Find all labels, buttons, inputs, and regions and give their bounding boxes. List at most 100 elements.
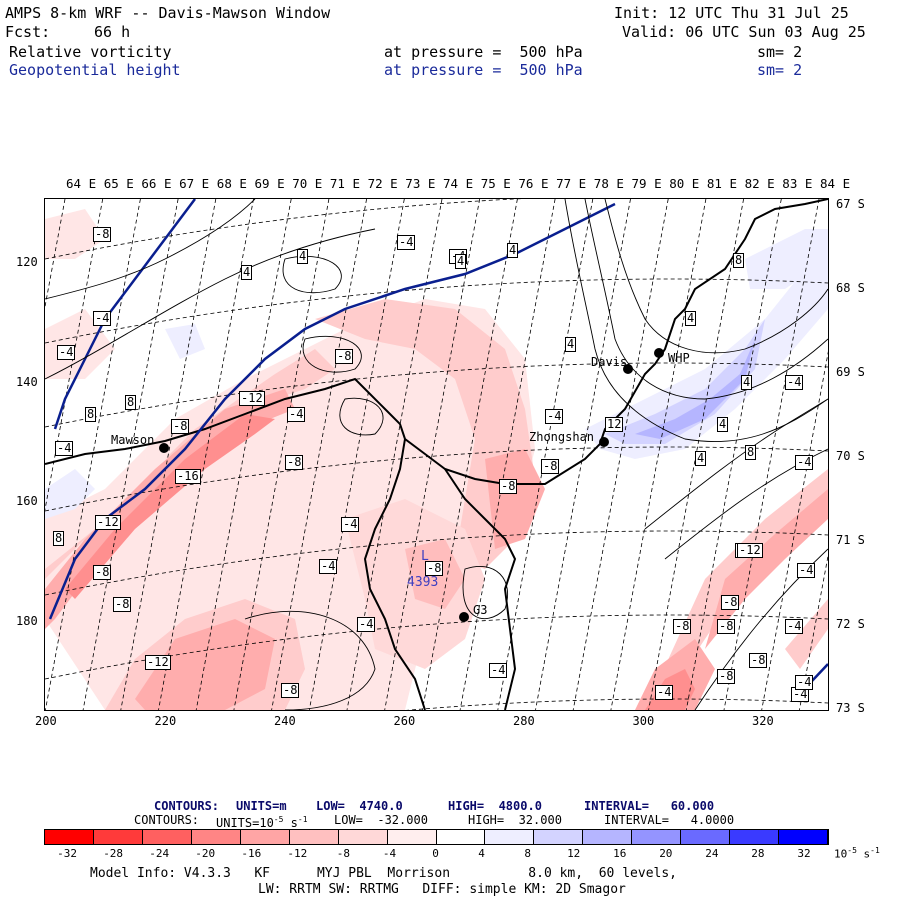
colorbar [44,829,829,845]
contour-label: 4 [297,249,309,264]
contour-label: 4 [507,243,519,258]
colorbar-tick-label: -24 [149,847,170,860]
latitude-label: 70 S [836,449,865,463]
contour-label: 4 [685,311,697,326]
station-dot-g3 [459,612,469,622]
contour-label: 4 [717,417,729,432]
station-label-zhongshan: Zhongshan [529,430,595,444]
model-info: Model Info: V4.3.3 KF MYJ PBL Morrison 8… [90,866,677,881]
legend-line2-label: CONTOURS: [134,813,200,827]
colorbar-tick-label: 20 [659,847,673,860]
valid-time: Valid: 06 UTC Sun 03 Aug 25 [622,23,866,41]
longitude-label: 81 E [706,176,737,191]
longitude-label: 74 E [443,176,474,191]
colorbar-tick-label: -16 [241,847,262,860]
station-dot-whp [654,348,664,358]
colorbar-tick-label: 8 [524,847,531,860]
station-markers [159,348,664,622]
colorbar-swatch [191,830,241,844]
map-panel[interactable]: Mawson Davis WHP Zhongshan G3 L 4393 -8-… [44,198,829,711]
colorbar-swatch [93,830,143,844]
low-value: 4393 [407,575,439,590]
latlon-grid [45,199,828,710]
longitude-label: 65 E [103,176,134,191]
legend-line1-high: HIGH= 4800.0 [448,799,542,813]
field2-name: Geopotential height [9,61,181,79]
colorbar-swatch [583,830,633,844]
contour-label: -8 [721,595,740,610]
contour-label: -8 [541,459,560,474]
station-label-mawson: Mawson [111,433,155,447]
contour-label: -12 [145,655,171,670]
contour-label: -4 [287,407,306,422]
contour-label: 4 [741,375,753,390]
field1-level: at pressure = 500 hPa [384,43,583,61]
x-tick-label: 240 [274,714,296,728]
colorbar-tick-label: 32 [797,847,811,860]
contour-label: -8 [171,419,190,434]
latitude-label: 68 S [836,281,865,295]
contour-label: -8 [499,479,518,494]
contour-label: -8 [749,653,768,668]
longitude-label: 79 E [631,176,662,191]
legend-line2-units: UNITS=10-5 s-1 [216,815,308,830]
contour-label: -4 [341,517,360,532]
station-dot-mawson [159,443,169,453]
legend-line1-low: LOW= 4740.0 [316,799,403,813]
map-canvas [45,199,828,710]
longitude-label: 68 E [216,176,247,191]
longitude-label: 83 E [782,176,813,191]
colorbar-tick-label: 12 [567,847,581,860]
contour-label: 8 [745,445,757,460]
contour-label: -4 [489,663,508,678]
contour-label: 4 [241,265,253,280]
model-title: AMPS 8-km WRF -- Davis-Mawson Window [5,4,331,22]
colorbar-tick-label: -28 [103,847,124,860]
contour-label: -12 [95,515,121,530]
contour-label: 8 [125,395,137,410]
legend-line2-interval: INTERVAL= 4.0000 [604,813,735,827]
vorticity-shading [45,209,828,710]
contour-label: -8 [285,455,304,470]
x-tick-label: 220 [154,714,177,728]
contour-label: -4 [397,235,416,250]
contour-label: -8 [281,683,300,698]
longitude-label: 73 E [405,176,436,191]
vorticity-contours [45,199,828,710]
longitude-label: 80 E [669,176,700,191]
colorbar-swatch [779,830,828,844]
colorbar-tick-label: -12 [287,847,308,860]
colorbar-tick-label: 0 [432,847,439,860]
y-tick-label: 180 [16,613,38,628]
colorbar-swatch [387,830,437,844]
legend-line2-high: HIGH= 32.000 [468,813,562,827]
latitude-label: 72 S [836,617,865,631]
colorbar-tick-label: 16 [613,847,627,860]
longitude-label: 72 E [367,176,398,191]
contour-label: -4 [797,563,816,578]
station-label-davis: Davis [591,355,628,369]
legend-line1-interval: INTERVAL= 60.000 [584,799,715,813]
contour-label: -4 [319,559,338,574]
longitude-label: 66 E [141,176,172,191]
contour-label: 12 [605,417,624,432]
contour-label: -4 [785,619,804,634]
colorbar-swatch [436,830,486,844]
colorbar-tick-label: -20 [195,847,216,860]
longitude-label: 70 E [292,176,323,191]
colorbar-swatch [485,830,535,844]
colorbar-swatch [534,830,584,844]
contour-label: -16 [175,469,201,484]
contour-label: 8 [53,531,65,546]
colorbar-swatch [632,830,682,844]
colorbar-swatch [730,830,780,844]
station-label-g3: G3 [473,603,488,617]
contour-label: -8 [93,227,112,242]
contour-label: -4 [785,375,804,390]
forecast-hours: 66 h [94,23,131,41]
latitude-label: 67 S [836,197,865,211]
field2-smoothing: sm= 2 [757,61,803,79]
colorbar-swatch [240,830,290,844]
contour-label: -4 [93,311,112,326]
latitude-label: 73 S [836,701,865,715]
